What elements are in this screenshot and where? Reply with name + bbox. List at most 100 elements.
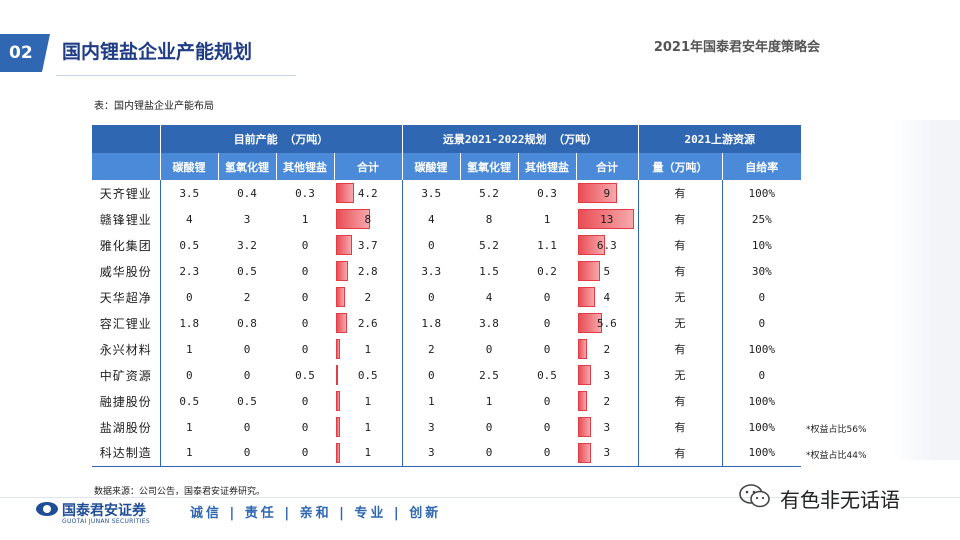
- table-row: 威华股份 2.3 0.5 0 2.8 3.3 1.5 0.2 5 有 30%: [92, 258, 801, 284]
- table-row: 赣锋锂业 4 3 1 8 4 8 1 13 有 25%: [92, 206, 801, 232]
- col-header: 合计: [576, 153, 639, 180]
- total-bar: [336, 183, 354, 203]
- current-other-cell: 0: [301, 238, 309, 252]
- current-carbonate-cell: 1: [185, 420, 193, 434]
- current-carbonate-cell: 2.3: [179, 264, 200, 278]
- table-row: 容汇锂业 1.8 0.8 0 2.6 1.8 3.8 0 5.6 无 0: [92, 310, 801, 336]
- plan-total-cell: 2: [576, 388, 639, 414]
- plan-hydroxide-cell: 5.2: [479, 186, 499, 200]
- total-bar: [578, 339, 587, 359]
- current-other-cell: 0: [301, 264, 309, 278]
- plan-carbonate-cell: 0: [427, 238, 435, 252]
- current-total-cell: 2.8: [334, 258, 403, 284]
- current-hydroxide-cell: 0: [243, 368, 251, 382]
- plan-other-cell: 0: [518, 440, 576, 467]
- company-name-cell: 盐湖股份: [92, 414, 161, 440]
- total-value: 2: [364, 290, 372, 304]
- plan-hydroxide-cell: 4: [485, 290, 493, 304]
- total-bar: [578, 313, 602, 333]
- wechat-icon: [739, 484, 770, 508]
- capacity-table: 目前产能 （万吨） 远景2021-2022规划 （万吨） 2021上游资源 碳酸…: [92, 125, 802, 467]
- current-hydroxide-cell: 3.2: [237, 238, 257, 252]
- plan-other-cell: 0.3: [537, 186, 557, 200]
- current-carbonate-cell: 0: [185, 368, 193, 382]
- watermark-text: 有色非无话语: [780, 488, 900, 512]
- resource-cell: 有: [638, 336, 723, 362]
- total-value: 13: [600, 212, 614, 226]
- plan-hydroxide-cell: 2.5: [479, 368, 499, 382]
- plan-hydroxide-cell: 5.2: [479, 238, 499, 252]
- current-carbonate-cell: 1.8: [179, 316, 200, 330]
- current-other-cell: 0: [301, 420, 309, 434]
- current-other-cell: 0: [301, 394, 309, 408]
- current-total-cell: 4.2: [334, 180, 403, 206]
- current-carbonate-cell: 0: [185, 290, 193, 304]
- self-sufficiency-cell: 0: [758, 368, 766, 382]
- current-carbonate-cell: 1: [185, 342, 193, 356]
- company-name-cell: 中矿资源: [92, 362, 161, 388]
- plan-total-cell: 3: [576, 362, 639, 388]
- plan-total-cell: 5: [576, 258, 639, 284]
- resource-cell: 有: [638, 206, 723, 232]
- current-other-cell: 0: [301, 342, 309, 356]
- table-row: 盐湖股份 1 0 0 1 3 0 0 3 有 100%: [92, 414, 801, 440]
- total-bar: [578, 365, 591, 385]
- total-value: 4.2: [357, 186, 378, 200]
- table-row: 科达制造 1 0 0 1 3 0 0 3 有 100%: [92, 440, 802, 467]
- resource-cell: 有: [638, 258, 723, 284]
- current-carbonate-cell: 4: [185, 212, 193, 226]
- resource-cell: 有: [638, 180, 723, 206]
- total-bar: [336, 443, 340, 463]
- company-name-cell: 赣锋锂业: [92, 206, 161, 232]
- plan-hydroxide-cell: 3.8: [479, 316, 499, 330]
- group-plan: 远景2021-2022规划 （万吨）: [402, 125, 639, 153]
- table-row: 天华超净 0 2 0 2 0 4 0 4 无 0: [92, 284, 801, 310]
- footer-divider: [0, 497, 960, 498]
- side-shade: [894, 120, 960, 460]
- resource-cell: 有: [638, 388, 723, 414]
- current-other-cell: 0: [301, 316, 309, 330]
- resource-cell: 无: [638, 362, 723, 388]
- plan-carbonate-cell: 0: [427, 290, 435, 304]
- plan-hydroxide-cell: 0: [460, 440, 518, 467]
- current-other-cell: 0: [301, 290, 309, 304]
- total-value: 2: [603, 342, 611, 356]
- plan-other-cell: 0: [543, 420, 551, 434]
- company-name-cell: 天齐锂业: [92, 180, 161, 206]
- current-carbonate-cell: 1: [160, 440, 218, 467]
- current-hydroxide-cell: 0: [243, 420, 251, 434]
- group-resource: 2021上游资源: [638, 125, 802, 153]
- plan-total-cell: 3: [576, 414, 639, 440]
- current-hydroxide-cell: 3: [243, 212, 251, 226]
- total-value: 4: [603, 290, 611, 304]
- total-bar: [578, 287, 595, 307]
- total-value: 3.7: [357, 238, 378, 252]
- total-value: 2: [603, 394, 611, 408]
- current-other-cell: 0.3: [295, 186, 315, 200]
- current-hydroxide-cell: 0.8: [237, 316, 257, 330]
- total-bar: [578, 443, 591, 463]
- group-current: 目前产能 （万吨）: [160, 125, 403, 153]
- plan-carbonate-cell: 3.3: [421, 264, 442, 278]
- current-hydroxide-cell: 0.5: [237, 264, 257, 278]
- total-bar: [336, 235, 352, 255]
- plan-other-cell: 0: [543, 394, 551, 408]
- corner-cell: [92, 125, 161, 153]
- slogan: 诚信 | 责任 | 亲和 | 专业 | 创新: [190, 506, 442, 521]
- total-bar: [578, 391, 587, 411]
- table-row: 雅化集团 0.5 3.2 0 3.7 0 5.2 1.1 6.3 有 10%: [92, 232, 801, 258]
- self-sufficiency-cell: 0: [758, 290, 766, 304]
- current-hydroxide-cell: 2: [243, 290, 251, 304]
- current-hydroxide-cell: 0.5: [237, 394, 257, 408]
- total-value: 3: [603, 420, 611, 434]
- plan-hydroxide-cell: 1.5: [479, 264, 499, 278]
- table-row: 融捷股份 0.5 0.5 0 1 1 1 0 2 有 100%: [92, 388, 801, 414]
- plan-other-cell: 0: [543, 290, 551, 304]
- plan-total-cell: 3: [576, 440, 639, 467]
- table-row: 永兴材料 1 0 0 1 2 0 0 2 有 100%: [92, 336, 801, 362]
- plan-carbonate-cell: 2: [427, 342, 435, 356]
- current-total-cell: 0.5: [334, 362, 403, 388]
- plan-other-cell: 0: [543, 342, 551, 356]
- plan-carbonate-cell: 0: [427, 368, 435, 382]
- total-value: 3: [603, 446, 611, 460]
